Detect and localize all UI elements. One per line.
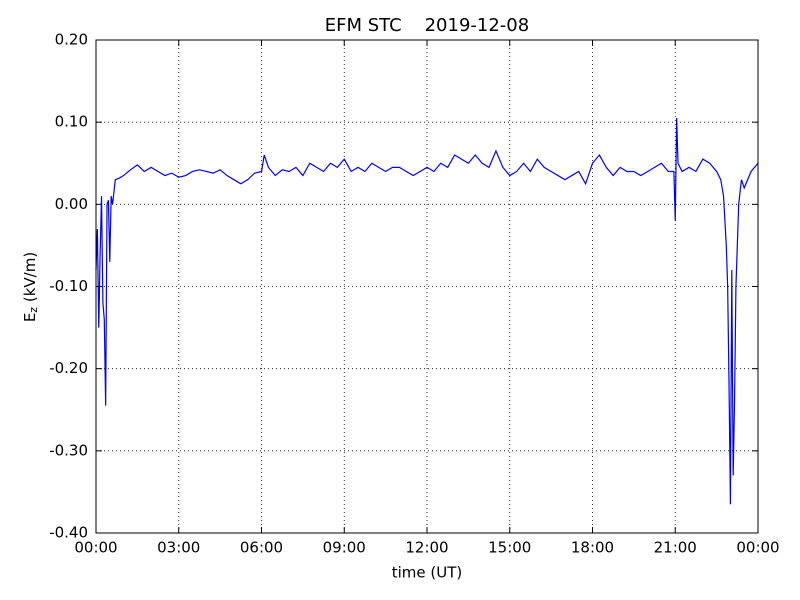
data-line xyxy=(95,118,759,505)
y-tick-label: 0.20 xyxy=(55,31,88,49)
y-tick-label: -0.30 xyxy=(49,441,88,459)
y-label-unit: (kV/m) xyxy=(21,252,39,307)
x-tick-label: 00:00 xyxy=(736,539,779,557)
y-tick-label: 0.00 xyxy=(55,195,88,213)
y-tick-label: -0.20 xyxy=(49,359,88,377)
plot-frame xyxy=(95,39,759,534)
x-tick-label: 06:00 xyxy=(240,539,283,557)
x-tick-label: 00:00 xyxy=(74,539,117,557)
x-tick-label: 12:00 xyxy=(405,539,448,557)
y-axis-label: Ez (kV/m) xyxy=(21,252,41,322)
x-tick-label: 18:00 xyxy=(571,539,614,557)
chart-title: EFM STC 2019-12-08 xyxy=(325,15,529,36)
y-tick-label: -0.40 xyxy=(49,524,88,542)
x-tick-label: 15:00 xyxy=(488,539,531,557)
x-tick-label: 21:00 xyxy=(654,539,697,557)
y-label-main: E xyxy=(21,313,39,322)
y-label-subscript: z xyxy=(27,307,40,313)
x-tick-label: 03:00 xyxy=(157,539,200,557)
x-tick-label: 09:00 xyxy=(323,539,366,557)
y-tick-label: -0.10 xyxy=(49,277,88,295)
x-axis-label: time (UT) xyxy=(392,564,463,582)
y-tick-label: 0.10 xyxy=(55,113,88,131)
